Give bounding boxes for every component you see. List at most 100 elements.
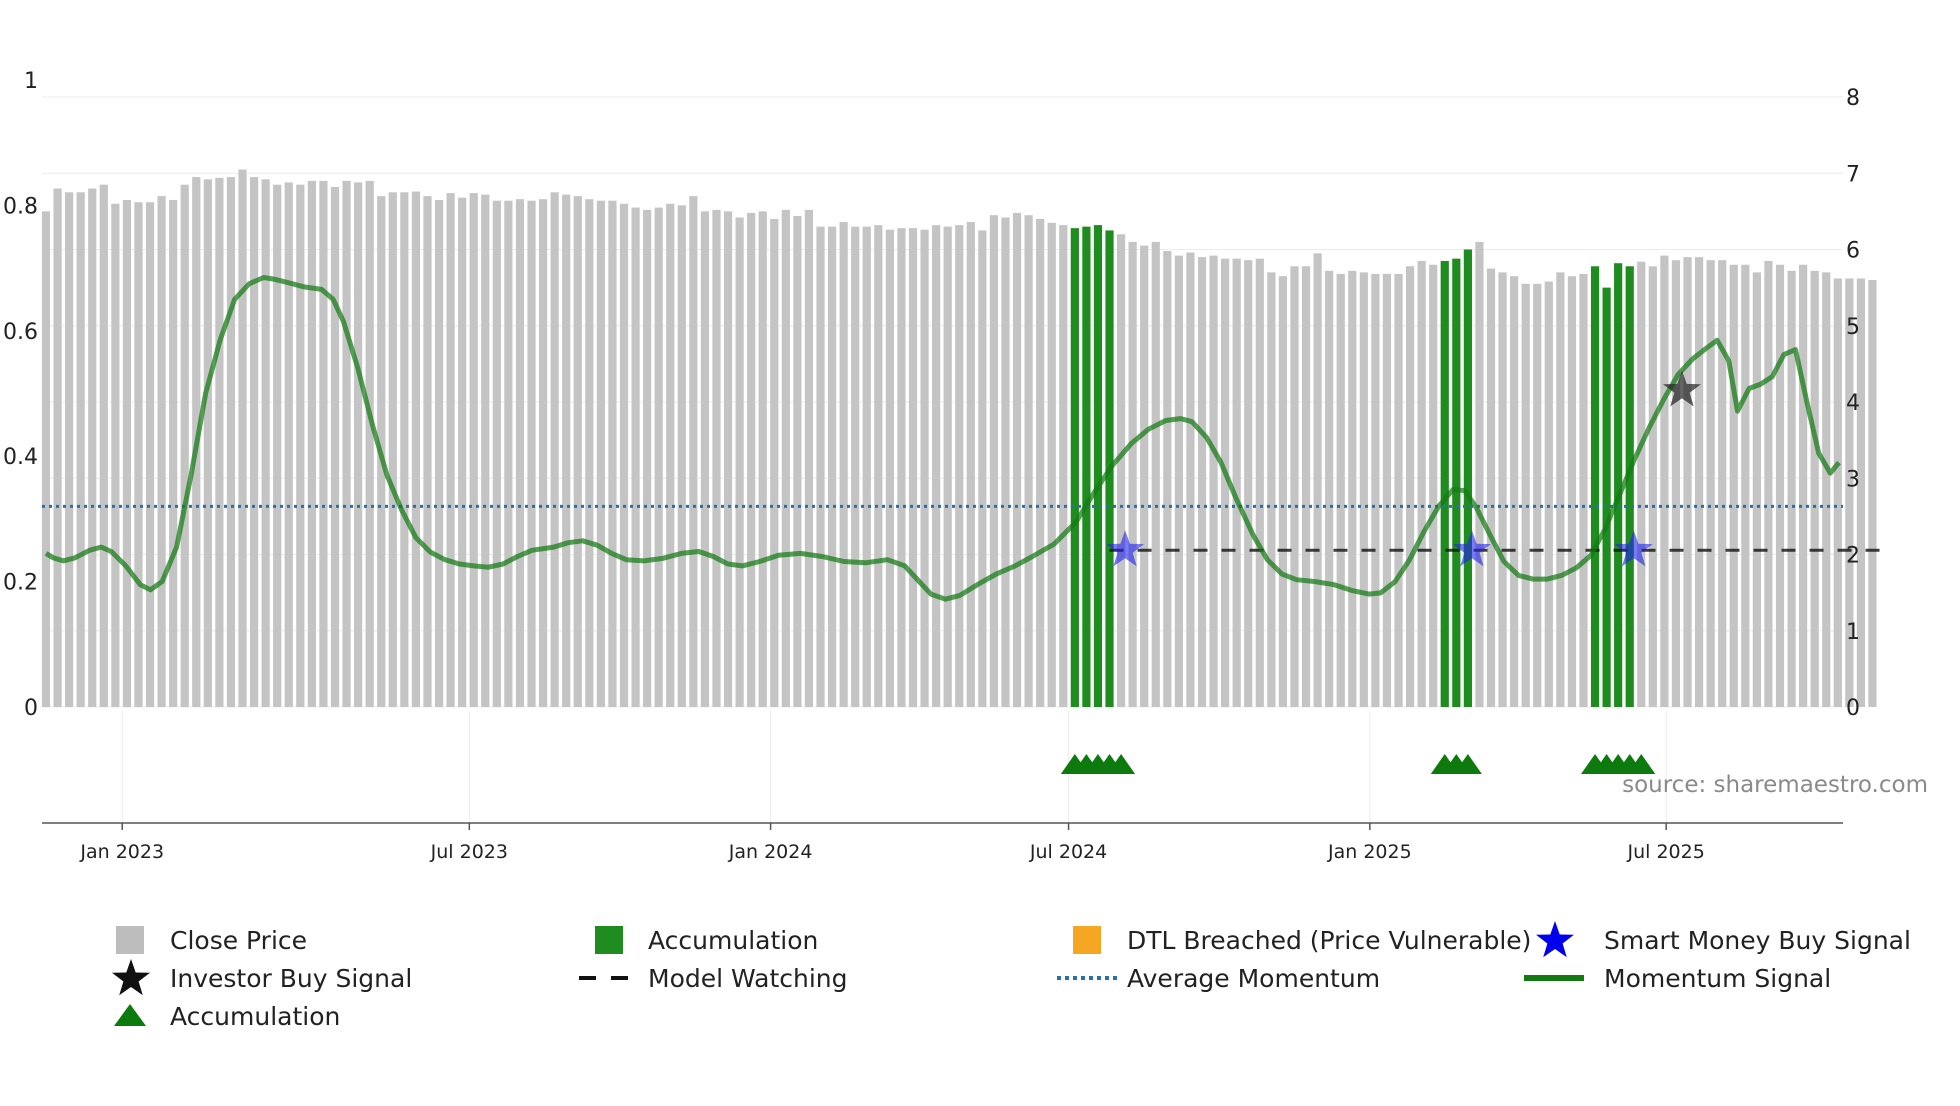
close-price-bar — [1810, 270, 1819, 707]
signal-markers — [1060, 370, 1701, 774]
close-price-bar — [920, 229, 929, 708]
close-price-bar — [1001, 217, 1010, 707]
close-price-bar — [631, 207, 640, 707]
close-price-bar — [1475, 241, 1484, 707]
close-price-bar — [1255, 258, 1264, 707]
close-price-bar — [365, 180, 374, 707]
signal-lines — [42, 275, 1891, 602]
close-price-bar — [1325, 270, 1334, 707]
close-price-bar — [1221, 258, 1230, 707]
close-price-bar — [1579, 273, 1588, 707]
close-price-bar — [654, 207, 663, 707]
close-price-bar — [1348, 270, 1357, 707]
accumulation-bar — [1463, 249, 1472, 707]
close-price-bar — [1359, 272, 1368, 707]
close-price-bar — [1498, 272, 1507, 707]
smart-money-buy-star — [1106, 530, 1145, 567]
close-price-bar — [238, 169, 247, 707]
right-tick-label: 8 — [1846, 86, 1860, 111]
close-price-bar — [1486, 268, 1496, 707]
momentum-signal-line — [44, 275, 1841, 602]
close-price-bar — [747, 212, 756, 707]
legend-star-icon — [1536, 921, 1574, 958]
close-price-bar — [1521, 283, 1530, 707]
close-price-bar — [423, 196, 432, 707]
close-price-bar — [874, 225, 883, 707]
x-tick-label: Jul 2025 — [1627, 841, 1705, 863]
legend-label: Close Price — [170, 926, 307, 955]
close-price-bar — [1718, 260, 1727, 707]
close-price-bar — [804, 209, 814, 707]
smart-money-buy-star — [1452, 530, 1491, 567]
close-price-bar — [608, 200, 617, 707]
close-price-bar — [53, 188, 62, 707]
close-price-bar — [1382, 273, 1392, 707]
smart-money-buy-star — [1614, 530, 1653, 567]
close-price-bar — [1845, 278, 1854, 707]
accumulation-bar — [1082, 226, 1091, 707]
close-price-bar — [411, 191, 421, 708]
close-price-bar — [1313, 253, 1322, 707]
legend-item: Investor Buy Signal — [112, 959, 412, 996]
close-price-bar — [955, 225, 964, 707]
close-price-bar — [1799, 264, 1808, 707]
close-price-bar — [1729, 264, 1738, 707]
close-price-bar — [585, 199, 594, 708]
close-price-bar — [1140, 245, 1149, 707]
close-price-bar — [1186, 252, 1195, 708]
close-price-bar — [666, 203, 675, 707]
x-tick-label: Jul 2023 — [430, 841, 508, 863]
right-tick-label: 3 — [1846, 467, 1860, 492]
close-price-bar — [215, 177, 224, 707]
close-price-bar — [1764, 260, 1773, 707]
close-price-bar — [342, 180, 351, 707]
right-tick-label: 2 — [1846, 544, 1860, 569]
close-price-bar — [978, 230, 987, 707]
left-tick-label: 0.4 — [3, 445, 38, 470]
close-price-bar — [1694, 257, 1704, 707]
close-price-bar — [735, 217, 744, 707]
close-price-bar — [1116, 234, 1126, 707]
close-price-bar — [562, 194, 571, 708]
close-price-bar — [41, 211, 51, 707]
close-price-bar — [1405, 266, 1415, 707]
close-price-bar — [134, 202, 143, 707]
close-price-bar — [515, 199, 525, 708]
close-price-bar — [122, 199, 132, 707]
close-price-bar — [573, 196, 582, 707]
legend-item: Average Momentum — [1057, 964, 1380, 993]
close-price-bar — [169, 199, 178, 707]
close-price-bar — [400, 192, 409, 707]
close-price-bar — [1660, 255, 1669, 707]
close-price-bar — [481, 194, 490, 708]
legend-swatch — [1073, 926, 1101, 954]
close-price-bar — [492, 200, 501, 707]
accumulation-bar — [1452, 258, 1461, 707]
close-price-bar — [1151, 241, 1160, 707]
close-price-bar — [1012, 212, 1022, 707]
close-price-bar — [504, 200, 513, 707]
legend-label: Investor Buy Signal — [170, 964, 412, 993]
legend-swatch — [595, 926, 623, 954]
close-price-bar — [1128, 241, 1137, 707]
close-price-bar — [1059, 225, 1068, 707]
close-price-bar — [434, 199, 444, 707]
close-price-bar — [319, 180, 328, 707]
close-price-bar — [145, 202, 155, 707]
legend-item: Accumulation — [595, 926, 818, 955]
close-price-bar — [1371, 273, 1380, 707]
close-price-bar — [1544, 281, 1553, 707]
close-price-bar — [1648, 266, 1657, 707]
close-price-bar — [689, 196, 698, 707]
right-tick-label: 6 — [1846, 239, 1860, 264]
close-price-bar — [1036, 219, 1045, 707]
legend-label: DTL Breached (Price Vulnerable) — [1127, 926, 1531, 955]
legend-item: Momentum Signal — [1524, 964, 1831, 993]
close-price-bar — [1417, 260, 1426, 707]
close-price-bar — [1047, 222, 1056, 707]
right-tick-label: 0 — [1846, 696, 1860, 721]
close-price-bar — [1394, 273, 1403, 707]
close-price-bar — [758, 211, 767, 707]
